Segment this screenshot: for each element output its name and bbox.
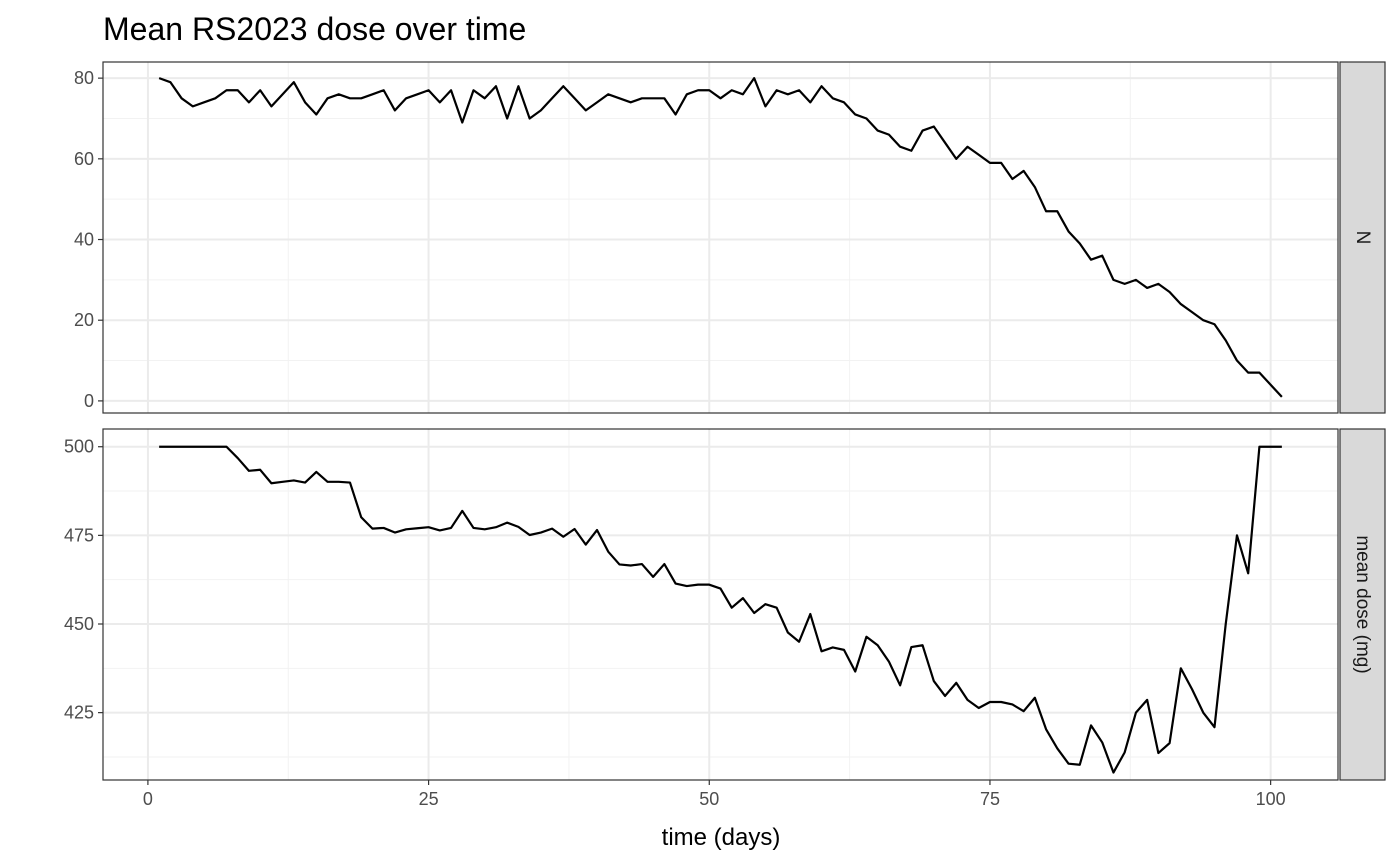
facet-strip-label: N [1352, 231, 1373, 245]
chart-title: Mean RS2023 dose over time [103, 11, 526, 47]
facet-strip [1339, 428, 1386, 781]
x-tick-label: 75 [980, 789, 1000, 809]
y-tick-label: 0 [84, 391, 94, 411]
y-tick-label: 475 [64, 525, 94, 545]
x-tick-label: 50 [699, 789, 719, 809]
x-axis-title: time (days) [662, 824, 781, 851]
series-line [158, 77, 1283, 398]
facet-strip [1339, 61, 1386, 414]
panel-2: 425 450 475 500 mean dose (mg) 0 25 50 75 100 [64, 428, 1386, 809]
y-tick-label: 20 [74, 310, 94, 330]
panel-border [102, 61, 1339, 414]
y-tick-label: 500 [64, 437, 94, 457]
panel-background [103, 62, 1338, 413]
y-tick-label: 80 [74, 68, 94, 88]
x-tick-label: 25 [419, 789, 439, 809]
y-tick-label: 40 [74, 230, 94, 250]
facet-strip-label: mean dose (mg) [1352, 535, 1373, 673]
panel-border [102, 428, 1339, 781]
x-tick-label: 100 [1256, 789, 1286, 809]
y-tick-label: 425 [64, 703, 94, 723]
y-tick-label: 450 [64, 614, 94, 634]
panel-background [103, 429, 1338, 780]
x-tick-label: 0 [143, 789, 153, 809]
panel-1: 0 20 40 60 80 N [74, 61, 1386, 414]
y-tick-label: 60 [74, 149, 94, 169]
series-line [159, 445, 1282, 774]
